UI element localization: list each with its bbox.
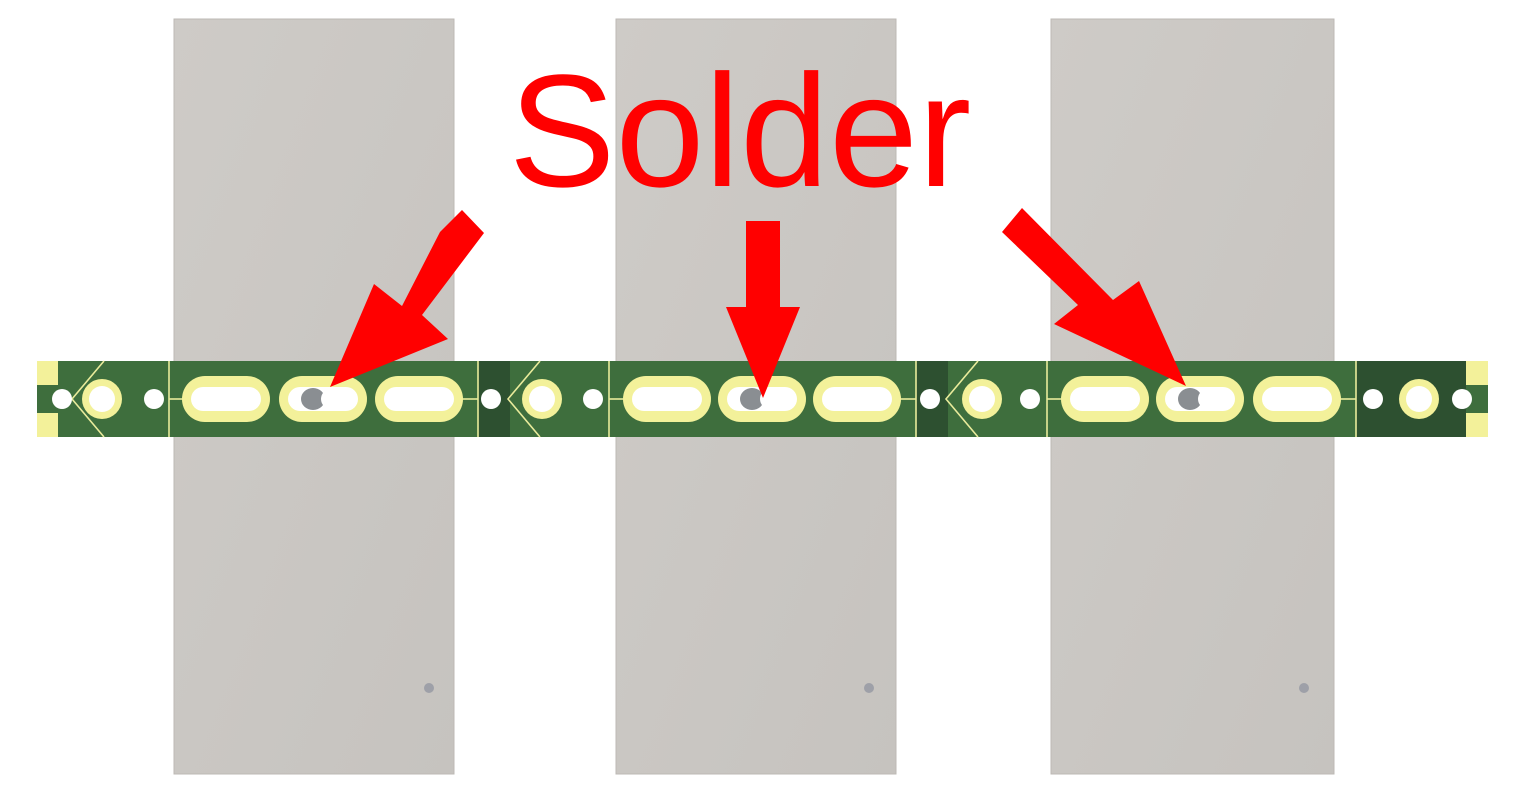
solder-highlight-2 — [321, 389, 355, 409]
arrows-group — [330, 208, 1186, 398]
slot-hole-6 — [822, 387, 892, 411]
pcb-end-tab-top-left — [37, 361, 58, 385]
solder-point-5 — [740, 388, 764, 410]
tile-right-dot — [1299, 683, 1309, 693]
slot-hole-3 — [384, 387, 454, 411]
pcb-end-tab-bottom-right — [1466, 413, 1488, 437]
arrow-icon-middle — [726, 221, 800, 398]
pcb-end-tab-bottom-left — [37, 413, 58, 437]
silkscreen-lines — [70, 360, 1357, 438]
solder-label: Solder — [509, 41, 972, 220]
pcb-end-tab-top-right — [1466, 361, 1488, 385]
solder-highlight-8 — [1198, 389, 1232, 409]
slot-hole-9 — [1262, 387, 1332, 411]
slot-hole-1 — [191, 387, 261, 411]
slot-hole-7 — [1070, 387, 1140, 411]
pcb-strip — [37, 360, 1488, 438]
slot-pad-icon — [182, 376, 1341, 422]
tile-left-dot — [424, 683, 434, 693]
slot-hole-4 — [632, 387, 702, 411]
solder-highlight-5 — [760, 389, 794, 409]
arrow-icon-right — [1002, 208, 1186, 386]
solder-point-2 — [301, 388, 325, 410]
arrow-icon-left — [330, 210, 484, 387]
pcb-vias — [52, 389, 1472, 409]
mounting-hole-icon — [82, 379, 1439, 419]
tile-middle-dot — [864, 683, 874, 693]
solder-point-8 — [1178, 388, 1202, 410]
